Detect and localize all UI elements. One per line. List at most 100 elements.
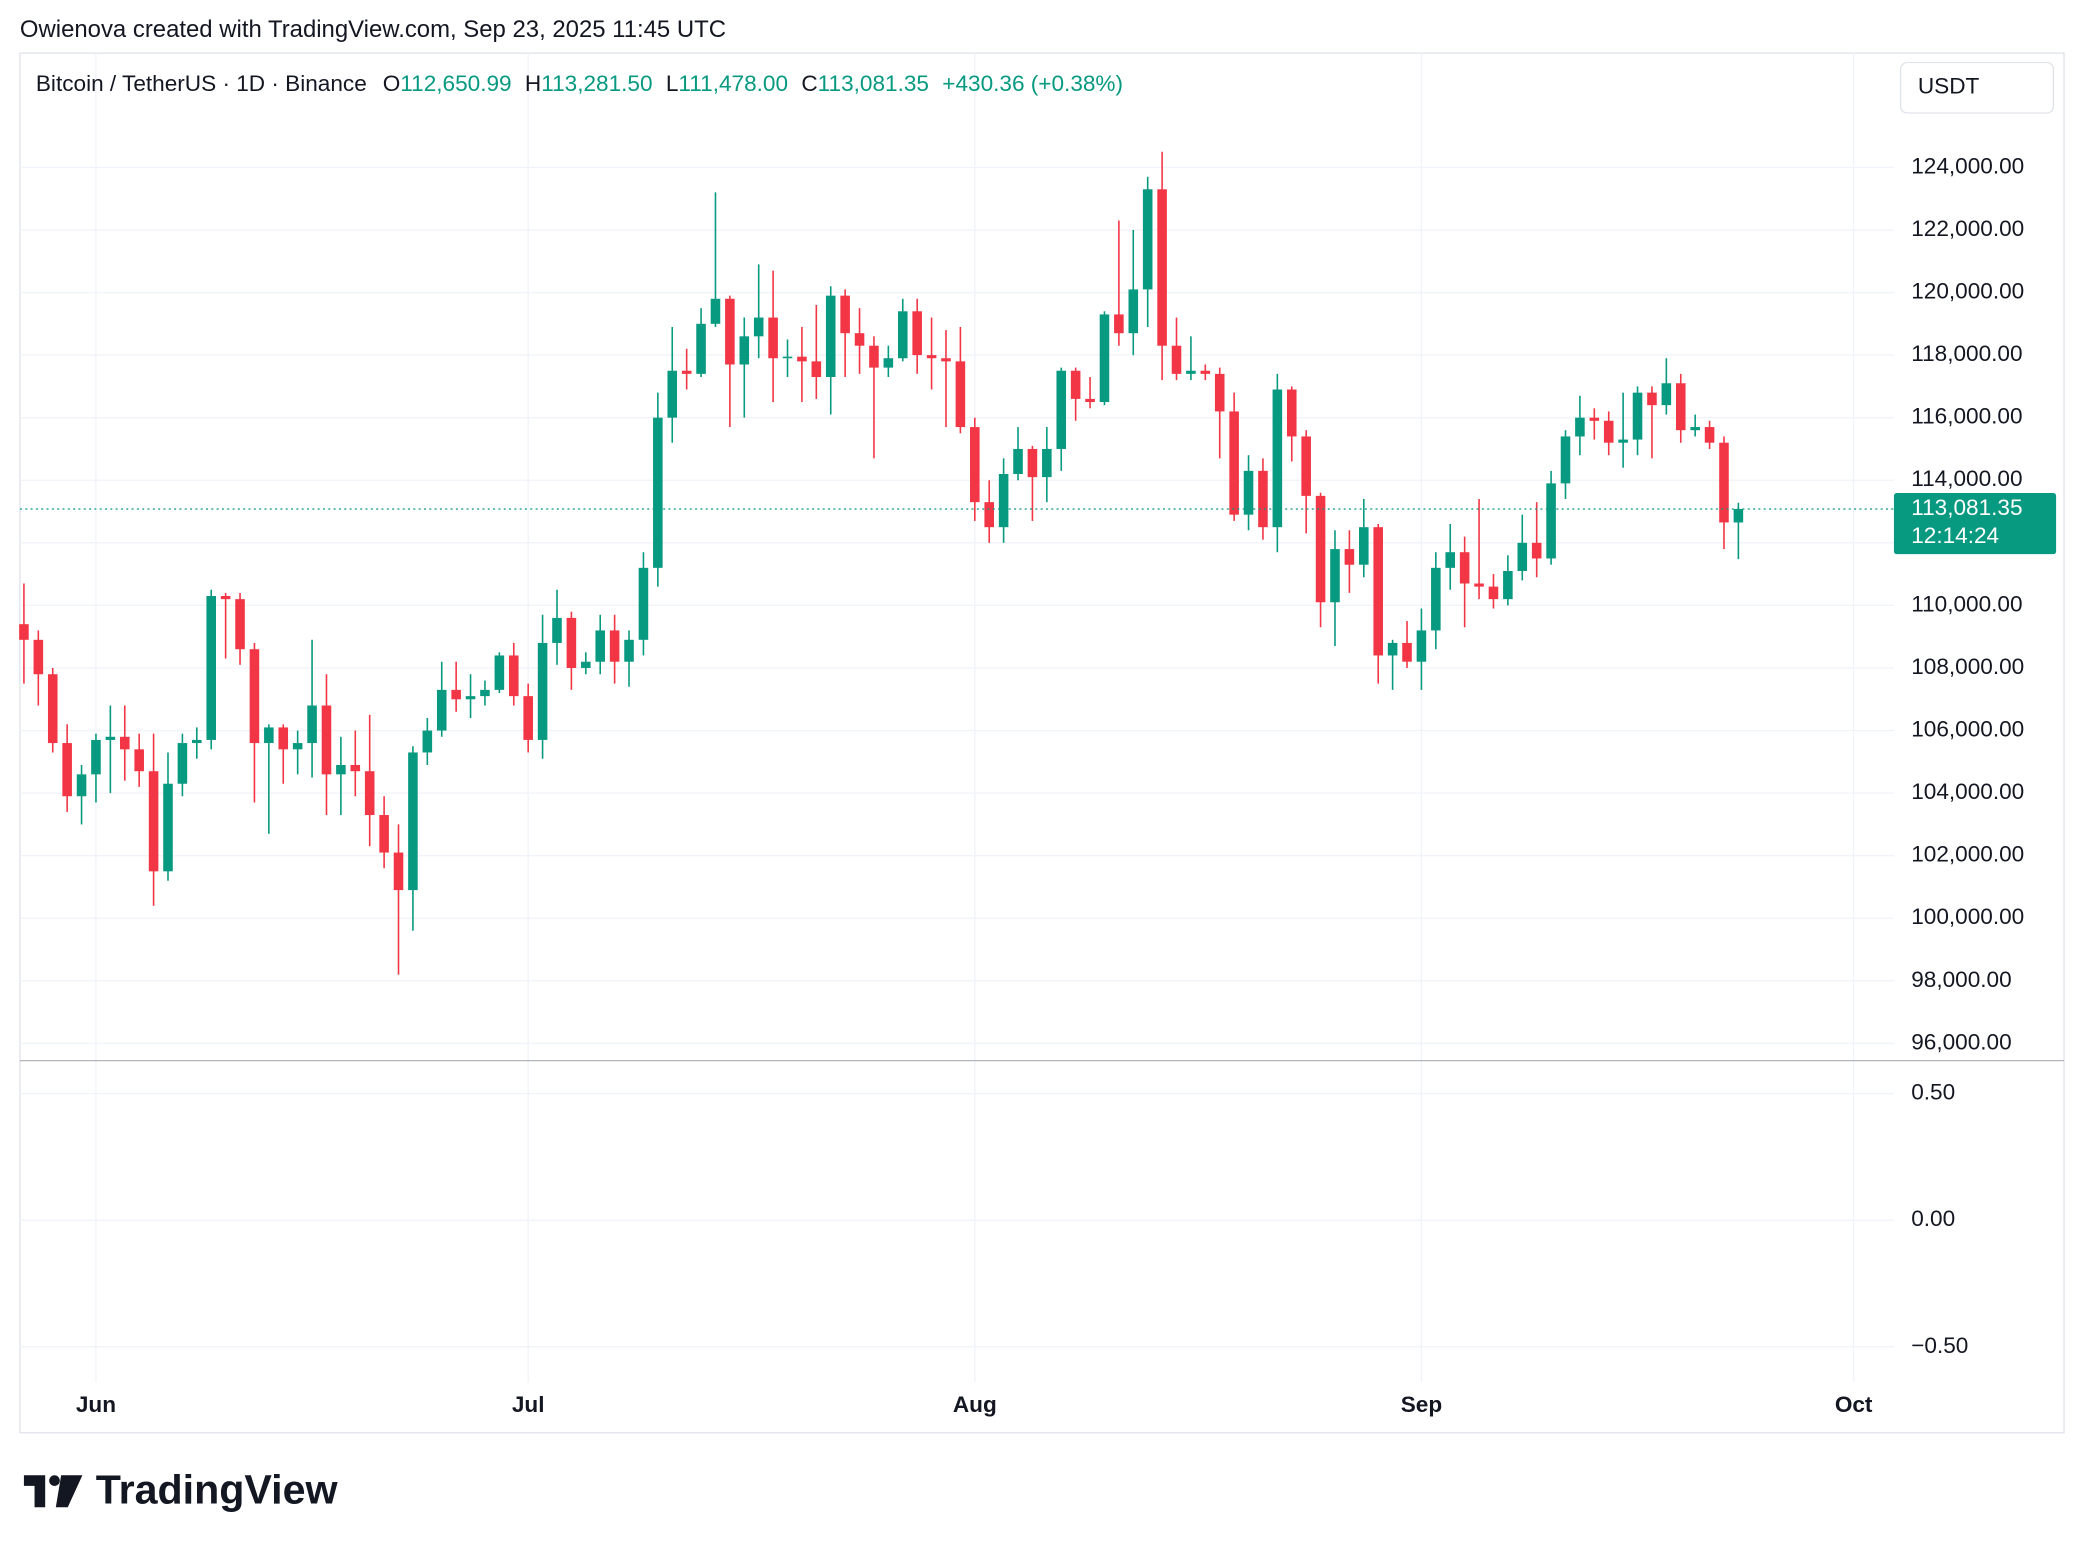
candle-body [465,696,476,700]
candle-body [653,417,663,568]
candle-body [970,427,980,503]
change-value: +430.36 (+0.38%) [942,71,1123,96]
candle-body [1200,370,1211,374]
candle-body [1013,448,1023,474]
close-label: C [801,71,817,96]
candle-body [1531,542,1542,559]
logo-icon-dot [49,1475,60,1486]
candle-body [1085,398,1095,403]
candle-body [1373,527,1383,656]
y-tick-label: 110,000.00 [1911,591,2022,616]
candle-body [1402,642,1412,662]
y-tick-label: 98,000.00 [1911,967,2011,992]
candle-body [696,323,706,374]
logo-icon-bar [23,1475,46,1508]
candle-body [638,567,649,640]
low-value: 111,478.00 [678,71,788,96]
candle-body [624,639,634,662]
candle-body [1488,586,1499,600]
candle-body [941,358,951,362]
candle-body [105,736,116,740]
candle-body [1618,439,1628,443]
candle-body [869,345,879,368]
candle-body [883,358,894,368]
candle-body [840,295,850,334]
y-tick-label: 106,000.00 [1911,717,2024,742]
candle-body [220,596,231,600]
currency-button[interactable] [1899,61,2055,114]
currency-label[interactable]: USDT [1918,74,1980,99]
high-value: 113,281.50 [541,71,652,96]
candle-body [1157,189,1167,346]
candle-body [725,298,735,365]
candle-body [119,736,130,750]
candle-body [1546,483,1556,559]
candle-body [1042,448,1052,478]
candle-body [1603,420,1614,443]
candle-body [1704,427,1715,443]
candle-body [1445,552,1456,568]
x-tick-label: Sep [1401,1392,1442,1417]
candle-body [1186,370,1196,374]
tradingview-logo: TradingView [23,1466,339,1512]
candle-body [76,774,87,797]
candle-body [1431,567,1441,631]
candle-body [1214,373,1225,412]
x-tick-label: Jun [76,1392,116,1417]
candle-body [134,749,144,772]
candle-body [1575,417,1585,437]
candle-body [782,356,793,359]
y-tick-label: 114,000.00 [1911,466,2022,491]
candle-body [523,696,533,740]
indicator-tick-label: −0.50 [1911,1333,1968,1358]
candle-body [595,630,605,662]
candle-body [1330,549,1340,603]
candle-body [1517,542,1528,571]
candle-body [1272,389,1283,528]
candle-body [379,815,389,853]
candle-body [1128,289,1139,334]
candle-body [1315,495,1326,603]
candle-body [667,370,678,418]
candle-body [1503,570,1513,600]
x-tick-label: Jul [512,1392,545,1417]
open-value: 112,650.99 [400,71,511,96]
candle-body [1632,392,1643,440]
candle-body [1286,389,1297,437]
indicator-tick-label: 0.00 [1911,1206,1955,1231]
candle-body [480,689,490,697]
open-label: O [383,71,401,96]
candle-body [350,764,361,772]
candle-body [264,727,274,744]
candle-body [206,596,217,740]
candle-body [1229,411,1239,515]
candle-body [1459,552,1470,584]
candle-body [1359,527,1369,565]
candle-body [19,624,29,640]
candle-body [192,739,202,744]
candle-body [364,771,375,816]
candle-body [1719,442,1729,523]
candle-body [62,743,72,797]
candle-body [926,355,937,359]
candle-body [47,674,58,744]
y-tick-label: 100,000.00 [1911,904,2024,929]
candle-body [1056,370,1067,449]
x-tick-label: Aug [953,1392,997,1417]
candle-body [1243,470,1254,515]
candle-body [1344,549,1355,565]
candle-body [494,655,505,690]
candle-body [739,336,750,365]
candle-body [249,649,260,744]
y-tick-label: 104,000.00 [1911,779,2024,804]
candle-body [321,705,332,775]
close-value: 113,081.35 [818,71,929,96]
candle-body [1560,436,1571,484]
candle-body [422,730,433,753]
candle-body [163,783,173,872]
candle-body [278,727,289,750]
candle-body [753,317,764,337]
candle-body [148,771,159,872]
